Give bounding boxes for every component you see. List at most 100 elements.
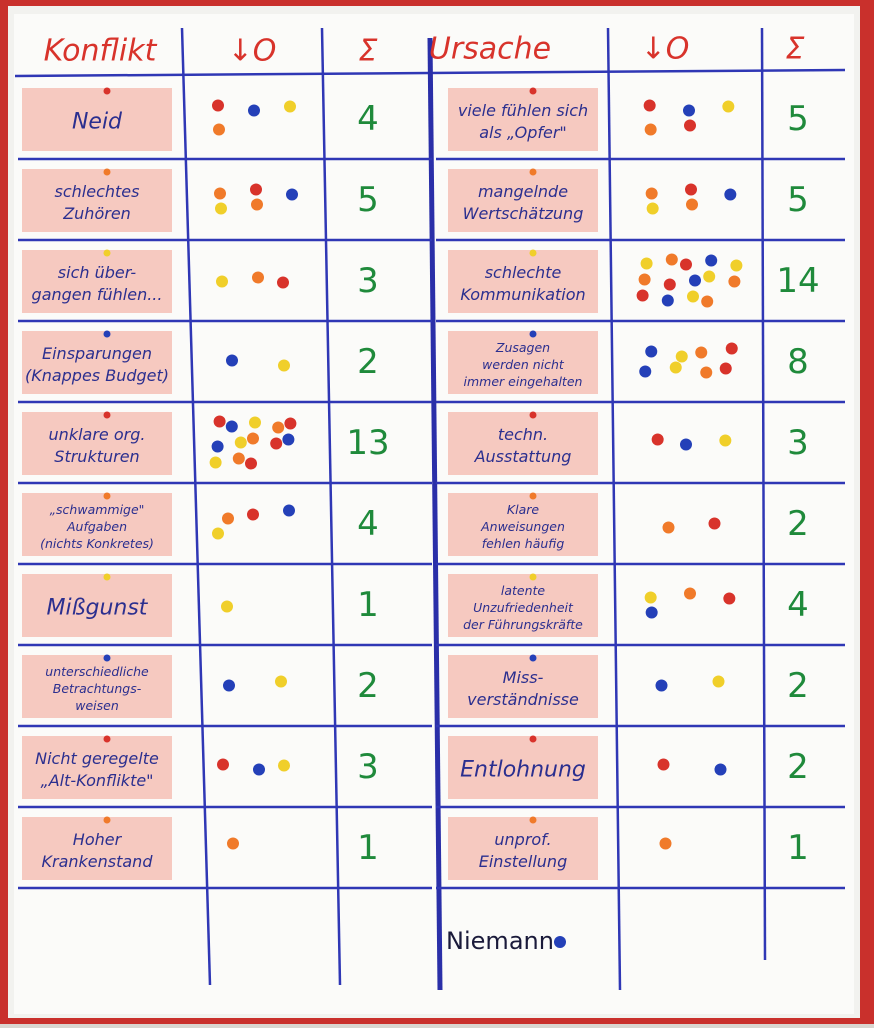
note-text: Wertschätzung <box>463 204 584 223</box>
sticky-note <box>448 412 598 475</box>
footer-dot <box>554 936 566 948</box>
vote-dot <box>645 606 658 619</box>
pin <box>529 816 537 824</box>
vote-dot <box>651 433 664 446</box>
count: 1 <box>357 585 379 625</box>
count: 5 <box>787 99 809 139</box>
count: 4 <box>787 585 809 625</box>
pin <box>103 735 111 743</box>
pin <box>529 168 537 176</box>
vote-dot <box>215 202 227 215</box>
sticky-note <box>22 88 172 151</box>
footer-name: Niemann <box>446 927 554 955</box>
vote-dot <box>684 587 696 600</box>
vote-dot <box>643 99 656 112</box>
vote-dot <box>278 359 290 372</box>
vote-dot <box>662 521 675 534</box>
vote-dot <box>686 198 698 211</box>
sticky-note <box>22 574 172 637</box>
note-text: unklare org. <box>49 425 146 444</box>
note-text: Zusagen <box>495 340 550 355</box>
pin <box>103 87 111 95</box>
count: 8 <box>787 342 809 382</box>
vote-dot <box>644 591 657 604</box>
note-text: „Alt-Konflikte" <box>40 771 153 790</box>
sticky-note <box>448 250 598 313</box>
sticky-note <box>448 574 598 637</box>
pin <box>103 492 111 500</box>
sticky-note <box>22 412 172 475</box>
note-text: Klare <box>507 502 539 517</box>
sticky-note <box>448 88 598 151</box>
note-text: viele fühlen sich <box>458 101 588 120</box>
vote-dot <box>213 123 225 136</box>
vote-dot <box>232 452 245 465</box>
note-text: Krankenstand <box>42 852 154 871</box>
vote-dot <box>286 188 298 201</box>
vote-dot <box>723 592 736 605</box>
vote-dot <box>655 679 668 692</box>
vote-dot <box>250 183 262 196</box>
note-text: schlechte <box>485 263 562 282</box>
vote-dot <box>645 345 658 358</box>
note-text: Miss- <box>503 668 544 687</box>
note-text: der Führungskräfte <box>463 617 583 632</box>
vote-dot <box>708 517 721 530</box>
column-line <box>180 27 212 986</box>
sticky-note <box>448 331 598 394</box>
pin <box>103 249 111 257</box>
count: 4 <box>357 504 379 544</box>
sticky-note <box>22 736 172 799</box>
header-title: Ursache <box>429 32 551 67</box>
vote-dot <box>695 346 708 359</box>
note-text: (Knappes Budget) <box>25 366 169 385</box>
count: 1 <box>787 828 809 868</box>
note-text: weisen <box>75 698 119 713</box>
count: 2 <box>787 504 809 544</box>
vote-dot <box>722 100 735 113</box>
vote-dot <box>687 290 699 303</box>
note-text: mangelnde <box>478 182 568 201</box>
pin <box>529 492 537 500</box>
count: 4 <box>357 99 379 139</box>
note-text: schlechtes <box>55 182 140 201</box>
sticky-note <box>448 169 598 232</box>
vote-dot <box>657 758 670 771</box>
vote-dot <box>253 763 265 776</box>
pin <box>529 249 537 257</box>
vote-dot <box>212 527 224 540</box>
vote-dot <box>209 456 222 469</box>
note-text: unprof. <box>494 830 551 849</box>
count: 3 <box>357 261 379 301</box>
vote-dot <box>212 99 224 112</box>
vote-dot <box>675 350 688 363</box>
note-text: sich über- <box>58 263 137 282</box>
vote-dot <box>725 342 738 355</box>
vote-dot <box>227 837 239 850</box>
vote-dot <box>640 257 653 270</box>
center-divider <box>427 37 443 991</box>
sticky-note <box>448 655 598 718</box>
column-line <box>606 27 622 991</box>
count: 2 <box>357 666 379 706</box>
vote-dot <box>284 417 297 430</box>
pin <box>103 816 111 824</box>
vote-dot <box>272 421 285 434</box>
note-text: Betrachtungs- <box>53 681 142 696</box>
sticky-note <box>22 331 172 394</box>
count: 14 <box>776 261 819 301</box>
pin <box>103 168 111 176</box>
count: 13 <box>346 423 389 463</box>
vote-dot <box>252 271 264 284</box>
vote-dot <box>689 274 701 287</box>
note-text: techn. <box>498 425 548 444</box>
vote-dot <box>705 254 718 267</box>
vote-dot <box>669 361 682 374</box>
note-text: Nicht geregelte <box>35 749 159 768</box>
pin <box>529 330 537 338</box>
header-dots: ↓O <box>641 32 690 67</box>
vote-dot <box>703 270 716 283</box>
note-text: latente <box>501 583 546 598</box>
sticky-note <box>448 817 598 880</box>
